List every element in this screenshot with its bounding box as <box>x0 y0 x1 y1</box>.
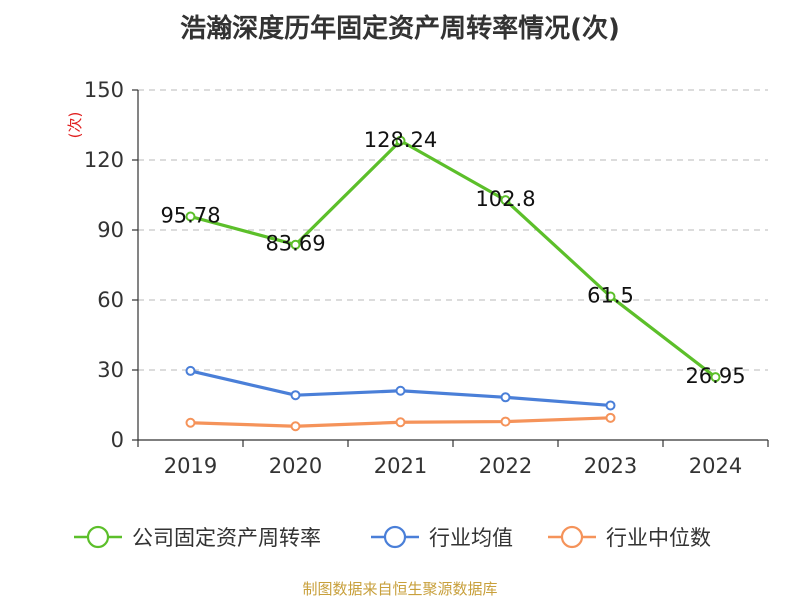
data-point <box>290 421 301 432</box>
y-axis-label: (次) <box>66 112 84 139</box>
data-point <box>500 195 511 206</box>
series-line <box>190 139 717 379</box>
series-group <box>185 135 721 432</box>
data-point <box>185 211 196 222</box>
data-label: 128.24 <box>364 128 437 152</box>
data-point <box>185 365 196 376</box>
y-tick-label: 0 <box>111 428 124 452</box>
x-tick-label: 2022 <box>479 454 532 478</box>
y-tick-label: 60 <box>97 288 124 312</box>
data-label: 95.78 <box>160 204 220 228</box>
legend-marker <box>383 525 407 549</box>
grid-lines <box>138 89 768 371</box>
data-label: 83.69 <box>265 232 325 256</box>
legend-label: 行业中位数 <box>606 526 711 550</box>
y-tick-label: 120 <box>84 148 124 172</box>
data-point <box>605 400 616 411</box>
data-point <box>500 416 511 427</box>
data-point <box>290 239 301 250</box>
data-label: 102.8 <box>475 187 535 211</box>
legend-marker <box>86 525 110 549</box>
data-point <box>290 390 301 401</box>
data-point <box>605 412 616 423</box>
y-tick-label: 150 <box>84 78 124 102</box>
data-labels: 95.78 83.69 128.24 102.8 61.5 26.95 <box>160 128 745 388</box>
data-point <box>710 372 721 383</box>
data-label: 26.95 <box>685 364 745 388</box>
legend-label: 行业均值 <box>429 526 513 550</box>
x-tick-label: 2020 <box>269 454 322 478</box>
x-tick-label: 2023 <box>584 454 637 478</box>
x-tick-label: 2019 <box>164 454 217 478</box>
source-note: 制图数据来自恒生聚源数据库 <box>302 580 498 598</box>
legend-label: 公司固定资产周转率 <box>132 526 321 550</box>
chart-title: 浩瀚深度历年固定资产周转率情况(次) <box>180 14 620 44</box>
legend-marker <box>560 525 584 549</box>
x-tick-label: 2024 <box>689 454 742 478</box>
y-tick-label: 90 <box>97 218 124 242</box>
legend: 公司固定资产周转率 行业均值 行业中位数 <box>74 525 711 550</box>
x-tick-label: 2021 <box>374 454 427 478</box>
y-tick-label: 30 <box>97 358 124 382</box>
axes: 0 30 60 90 120 150 2019 2020 2021 2022 2023 2024 (次) <box>66 78 769 478</box>
data-point <box>500 392 511 403</box>
data-point <box>395 385 406 396</box>
data-point <box>395 417 406 428</box>
data-point <box>185 417 196 428</box>
data-point <box>605 291 616 302</box>
data-label: 61.5 <box>587 284 634 308</box>
data-point <box>395 135 406 146</box>
